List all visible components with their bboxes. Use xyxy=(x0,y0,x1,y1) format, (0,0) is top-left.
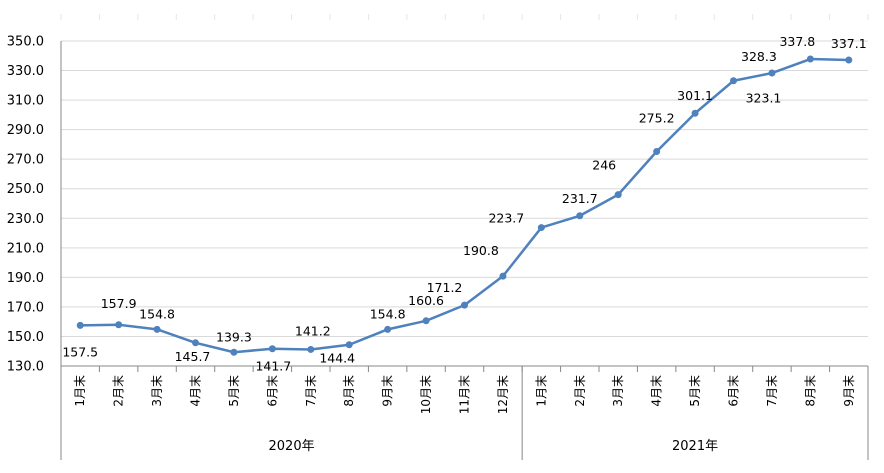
data-label: 328.3 xyxy=(741,49,777,64)
data-point xyxy=(230,348,238,356)
data-label: 323.1 xyxy=(746,91,782,106)
x-group-label: 2021年 xyxy=(672,439,718,454)
data-labels: 157.5157.9154.8145.7139.3141.7141.2144.4… xyxy=(62,34,866,374)
data-point xyxy=(537,224,545,232)
x-axis: 1月末 2月末 3月末 4月末 5月末 6月末 7月末 8月末 9月末 10月末 11月末 12月末 1… xyxy=(60,365,869,460)
data-point xyxy=(653,148,661,155)
y-tick-label: 230.0 xyxy=(7,212,44,227)
data-point xyxy=(384,325,392,333)
x-tick-label: 4月末 xyxy=(650,375,664,407)
data-label: 139.3 xyxy=(216,329,252,344)
x-tick-label: 3月末 xyxy=(150,375,164,407)
data-point xyxy=(576,212,584,220)
data-point xyxy=(115,321,123,329)
data-label: 145.7 xyxy=(175,349,211,364)
data-point xyxy=(307,345,315,353)
y-tick-label: 310.0 xyxy=(7,94,44,109)
data-point xyxy=(76,321,84,329)
data-label: 144.4 xyxy=(319,351,355,366)
x-tick-label: 1月末 xyxy=(73,375,87,407)
y-tick-label: 250.0 xyxy=(7,182,44,197)
x-tick-label: 6月末 xyxy=(727,375,741,407)
data-label: 141.7 xyxy=(255,359,291,374)
x-tick-label: 5月末 xyxy=(227,375,241,407)
data-label: 141.2 xyxy=(295,323,331,338)
x-group-label: 2020年 xyxy=(269,439,315,454)
gridlines xyxy=(60,14,869,337)
x-tick-label: 4月末 xyxy=(189,375,203,407)
data-point xyxy=(768,69,776,77)
data-point xyxy=(461,301,468,309)
x-tick-label: 6月末 xyxy=(265,375,279,407)
x-tick-label: 3月末 xyxy=(611,375,625,407)
data-point xyxy=(499,272,507,280)
data-label: 223.7 xyxy=(488,211,524,226)
data-point xyxy=(845,56,853,64)
data-label: 301.1 xyxy=(677,88,713,103)
data-label: 160.6 xyxy=(408,293,444,308)
data-label: 275.2 xyxy=(639,111,675,126)
data-point xyxy=(153,325,161,333)
data-label: 337.8 xyxy=(779,34,815,49)
y-tick-label: 170.0 xyxy=(7,300,44,315)
x-tick-label: 8月末 xyxy=(342,375,356,407)
x-tick-label: 7月末 xyxy=(765,375,779,407)
x-tick-label: 5月末 xyxy=(688,375,702,407)
y-tick-label: 190.0 xyxy=(7,271,44,286)
x-tick-label: 2月末 xyxy=(112,375,126,407)
data-point xyxy=(192,339,199,347)
x-tick-label: 8月末 xyxy=(803,375,817,407)
data-label: 231.7 xyxy=(562,191,598,206)
y-tick-label: 150.0 xyxy=(7,330,44,345)
x-tick-label: 7月末 xyxy=(304,375,318,407)
x-tick-label: 11月末 xyxy=(458,375,472,414)
data-label: 154.8 xyxy=(139,306,175,321)
data-point xyxy=(268,345,276,353)
data-label: 157.5 xyxy=(62,344,98,359)
data-label: 154.8 xyxy=(370,306,406,321)
data-label: 157.9 xyxy=(101,296,137,311)
data-point xyxy=(806,55,814,63)
y-tick-label: 130.0 xyxy=(7,360,44,375)
data-label: 246 xyxy=(592,158,616,173)
data-point xyxy=(730,77,737,85)
data-point xyxy=(614,191,622,199)
x-tick-label: 10月末 xyxy=(419,375,433,414)
x-tick-label: 9月末 xyxy=(381,375,395,407)
series-line xyxy=(76,55,853,356)
data-point xyxy=(691,109,699,117)
data-label: 190.8 xyxy=(463,243,499,258)
y-axis: 130.0 150.0 170.0 190.0 210.0 230.0 250.0 270.0… xyxy=(7,35,62,375)
y-tick-label: 350.0 xyxy=(7,35,44,50)
y-tick-label: 330.0 xyxy=(7,64,44,79)
data-point xyxy=(345,341,353,349)
y-tick-label: 210.0 xyxy=(7,241,44,256)
data-label: 337.1 xyxy=(831,36,867,51)
x-tick-label: 1月末 xyxy=(534,375,548,407)
x-tick-label: 12月末 xyxy=(496,375,510,414)
y-tick-label: 270.0 xyxy=(7,153,44,168)
x-tick-label: 9月末 xyxy=(842,375,856,407)
data-point xyxy=(422,317,430,325)
y-tick-label: 290.0 xyxy=(7,123,44,138)
data-label: 171.2 xyxy=(427,280,463,295)
x-tick-label: 2月末 xyxy=(573,375,587,407)
